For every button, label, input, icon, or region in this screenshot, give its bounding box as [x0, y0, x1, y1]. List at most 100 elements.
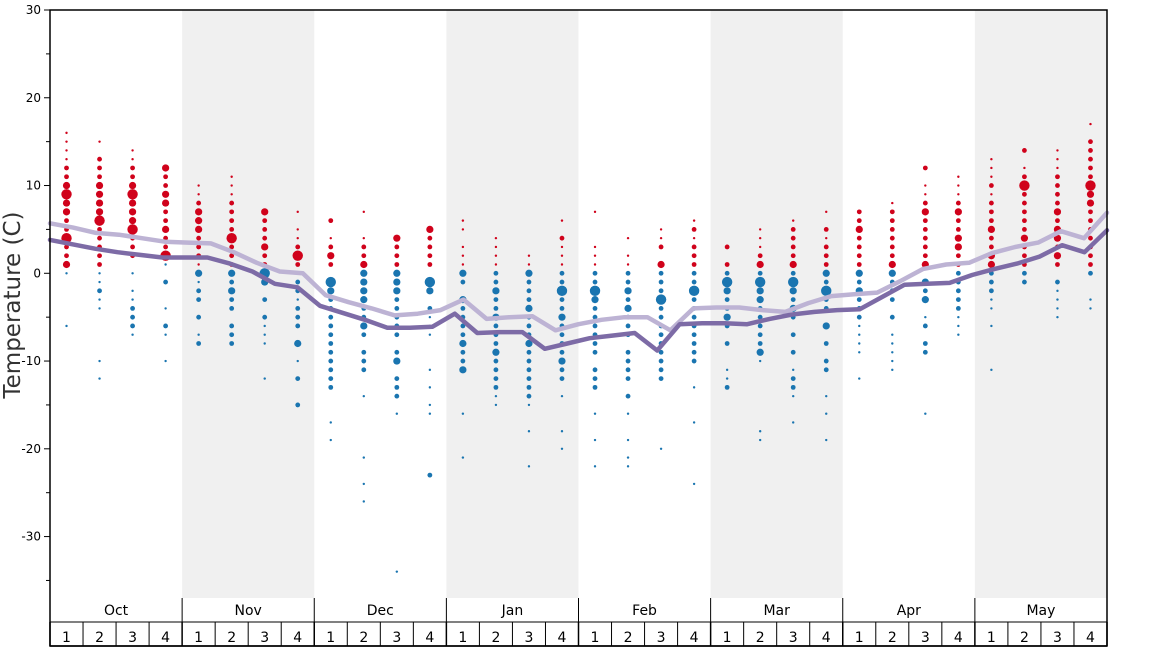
cold-dot	[394, 305, 400, 311]
warm-dot	[1056, 157, 1059, 161]
mean-lines-layer	[47, 210, 1110, 353]
warm-dot	[261, 243, 269, 251]
cold-dot	[658, 358, 664, 364]
cold-dot	[957, 324, 960, 328]
cold-dot	[131, 272, 134, 275]
warm-dot	[889, 235, 895, 241]
cold-dot	[592, 341, 598, 346]
cold-dot	[328, 367, 334, 373]
cold-dot	[295, 279, 301, 285]
warm-dot	[990, 193, 993, 196]
cold-dot	[659, 447, 663, 451]
cold-dot	[593, 438, 597, 442]
cold-dot	[592, 376, 598, 381]
warm-dot	[127, 189, 138, 200]
warm-dot	[162, 199, 170, 207]
warm-dot	[328, 244, 334, 250]
cold-dot	[394, 297, 400, 303]
warm-dot	[295, 244, 301, 250]
week-label: 4	[690, 630, 699, 646]
cold-dot	[65, 272, 68, 275]
warm-dot	[988, 183, 994, 188]
cold-dot	[858, 333, 861, 336]
warm-dot	[64, 244, 69, 250]
cold-dot	[229, 297, 235, 303]
warm-dot	[990, 157, 993, 161]
warm-dot	[65, 140, 68, 143]
cold-dot	[692, 421, 696, 424]
warm-dot	[461, 245, 465, 249]
warm-dot	[1086, 190, 1095, 198]
warm-dot	[1056, 149, 1059, 152]
cold-dot	[592, 279, 598, 285]
warm-dot	[1089, 122, 1092, 126]
week-label: 1	[62, 630, 71, 646]
cold-dot	[98, 377, 101, 380]
cold-dot	[361, 367, 367, 373]
warm-dot	[128, 217, 137, 225]
cold-dot	[525, 269, 533, 277]
cold-dot	[825, 412, 828, 415]
warm-dot	[97, 235, 102, 241]
cold-dot	[891, 359, 894, 363]
cold-dot	[360, 269, 368, 277]
warm-dot	[1053, 252, 1062, 260]
warm-dot	[922, 253, 928, 259]
warm-dot	[825, 210, 828, 214]
cold-dot	[592, 323, 598, 329]
week-label: 1	[326, 630, 335, 646]
warm-dot	[292, 250, 303, 261]
week-label: 4	[293, 630, 302, 646]
warm-dot	[593, 245, 597, 249]
cold-dot	[494, 394, 498, 398]
cold-dot	[723, 287, 731, 295]
cold-dot	[295, 323, 301, 329]
warm-dot	[128, 208, 137, 216]
cold-dot	[589, 285, 601, 297]
cold-dot	[97, 288, 102, 294]
warm-dot	[560, 219, 564, 222]
warm-dot	[62, 199, 71, 207]
warm-dot	[955, 218, 961, 224]
week-label: 1	[194, 630, 203, 646]
warm-dot	[692, 236, 696, 240]
cold-dot	[560, 394, 564, 398]
warm-dot	[990, 175, 993, 178]
warm-dot	[130, 165, 135, 171]
cold-dot	[592, 270, 598, 276]
warm-dot	[195, 225, 203, 234]
cold-dot	[228, 269, 236, 277]
cold-dot	[625, 367, 631, 373]
cold-dot	[725, 368, 729, 372]
cold-dot	[625, 279, 631, 285]
warm-dot	[856, 253, 862, 259]
cold-dot	[658, 305, 664, 311]
cold-dot	[592, 349, 598, 355]
warm-dot	[230, 184, 233, 187]
cold-dot	[691, 358, 697, 364]
cold-dot	[658, 279, 664, 285]
warm-dot	[990, 166, 993, 170]
warm-dot	[97, 174, 102, 180]
cold-dot	[526, 384, 532, 390]
cold-dot	[626, 412, 630, 415]
cold-dot	[229, 323, 235, 329]
warm-dot	[97, 253, 102, 259]
cold-dot	[395, 412, 399, 415]
warm-dot	[987, 225, 995, 234]
cold-dot	[229, 305, 235, 311]
cold-dot	[790, 270, 796, 276]
cold-dot	[891, 342, 894, 345]
cold-dot	[757, 323, 763, 329]
warm-dot	[758, 245, 762, 249]
warm-dot	[1088, 262, 1093, 267]
cold-dot	[360, 296, 368, 304]
cold-dot	[625, 393, 631, 399]
cold-dot	[788, 276, 799, 288]
warm-dot	[196, 200, 202, 206]
warm-dot	[329, 236, 332, 240]
warm-dot	[328, 218, 334, 224]
cold-dot	[428, 315, 432, 319]
cold-dot	[757, 341, 763, 346]
cold-dot	[955, 270, 961, 276]
